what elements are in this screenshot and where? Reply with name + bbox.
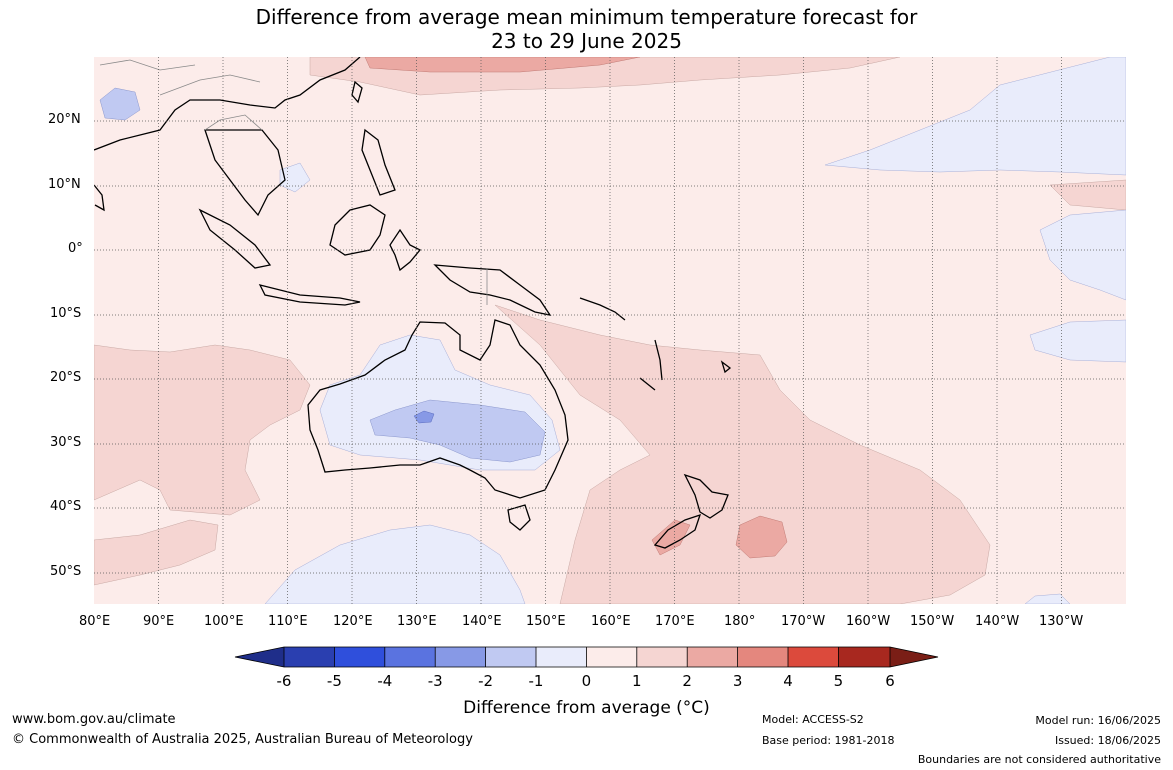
warm-region-indian <box>94 344 311 516</box>
sumatra-coastline <box>198 208 272 269</box>
cool-patch-australia <box>369 399 546 463</box>
lat-label: 30°S <box>50 435 82 450</box>
colorbar-swatches <box>235 647 938 667</box>
warm-patch-tasman <box>735 515 788 559</box>
lat-label: 50°S <box>50 564 82 579</box>
lon-label: 180° <box>724 614 756 629</box>
colorbar-tick: -5 <box>326 672 342 690</box>
colorbar-swatch-10 <box>737 647 788 667</box>
java-coastline <box>258 284 361 306</box>
coastlines <box>94 57 732 549</box>
cool-core-australia <box>413 410 435 424</box>
lat-label: 0° <box>68 241 83 256</box>
lat-label: 10°N <box>48 177 81 192</box>
colorbar-tick: 1 <box>632 672 642 690</box>
colorbar-tick: 6 <box>885 672 895 690</box>
map-title-line1: Difference from average mean minimum tem… <box>255 5 918 29</box>
colorbar-swatch-11 <box>788 647 839 667</box>
lon-label: 90°E <box>143 614 175 629</box>
colorbar-tick: 2 <box>682 672 692 690</box>
lon-label: 80°E <box>79 614 111 629</box>
sulawesi-coastline <box>389 228 422 272</box>
new-caledonia-coastline <box>639 377 656 391</box>
new-guinea-coastline <box>433 264 552 316</box>
colorbar-tick: 3 <box>732 672 743 690</box>
graticule <box>94 57 1126 604</box>
colorbar-swatch-12 <box>838 647 890 667</box>
colorbar-swatch-below-6 <box>235 647 284 667</box>
australia-coastline <box>307 319 569 499</box>
model-name: Model: ACCESS-S2 <box>762 713 864 726</box>
colorbar-tick: 5 <box>833 672 844 690</box>
map-plot-area <box>94 57 1126 604</box>
colorbar-swatch-6 <box>536 647 587 667</box>
vanuatu-coastline <box>654 339 663 381</box>
country-borders <box>99 59 488 305</box>
colorbar-tick: 4 <box>783 672 793 690</box>
colorbar-swatch-4 <box>435 647 486 667</box>
colorbar-swatch-1 <box>284 647 335 667</box>
map-title-line2: 23 to 29 June 2025 <box>491 29 682 53</box>
cool-patch-asia <box>99 87 141 121</box>
colorbar-tick: -3 <box>427 672 443 690</box>
fiji-coastline <box>720 360 732 374</box>
warm-region-sw <box>94 519 219 586</box>
colorbar-swatch-above-6 <box>890 647 938 667</box>
lat-label: 20°N <box>48 112 81 127</box>
lat-label: 10°S <box>50 306 82 321</box>
colorbar-swatch-5 <box>485 647 536 667</box>
lon-label: 100°E <box>204 614 244 629</box>
lon-label: 130°E <box>397 614 437 629</box>
philippines-coastline <box>361 128 396 196</box>
colorbar-tick: -6 <box>276 672 292 690</box>
colorbar-swatch-9 <box>687 647 738 667</box>
colorbar-tick: -1 <box>528 672 544 690</box>
lon-label: 140°W <box>975 614 1020 629</box>
lon-label: 150°W <box>910 614 955 629</box>
colorbar-swatch-7 <box>586 647 637 667</box>
colorbar-swatch-3 <box>384 647 436 667</box>
lon-label: 170°W <box>781 614 826 629</box>
warm-region-pacific <box>494 304 991 604</box>
colorbar-tick: -2 <box>478 672 494 690</box>
colorbar <box>234 646 939 668</box>
indochina-coastline <box>204 129 286 217</box>
base-period: Base period: 1981-2018 <box>762 734 895 747</box>
lon-label: 140°E <box>462 614 502 629</box>
lon-label: 170°E <box>655 614 695 629</box>
colorbar-swatch-2 <box>334 647 385 667</box>
tasmania-coastline <box>507 504 531 531</box>
colorbar-title: Difference from average (°C) <box>463 698 710 718</box>
issued-date: Issued: 18/06/2025 <box>1054 734 1161 747</box>
website-link[interactable]: www.bom.gov.au/climate <box>12 712 176 727</box>
lon-label: 120°E <box>333 614 373 629</box>
new-zealand-south-coastline <box>653 513 702 549</box>
solomon-islands-coastline <box>579 297 626 321</box>
copyright-text: © Commonwealth of Australia 2025, Austra… <box>12 732 473 747</box>
cool-region-east-pacific <box>824 57 1126 176</box>
new-zealand-north-coastline <box>683 473 729 519</box>
lon-label: 150°E <box>526 614 566 629</box>
warm-patch-north <box>364 57 641 73</box>
model-run-date: Model run: 16/06/2025 <box>1035 714 1161 727</box>
lon-label: 110°E <box>268 614 308 629</box>
lon-label: 160°E <box>591 614 631 629</box>
taiwan-coastline <box>351 80 363 104</box>
lon-label: 160°W <box>846 614 891 629</box>
lat-label: 40°S <box>50 499 82 514</box>
cool-region-south <box>264 524 526 604</box>
asia-coastline <box>94 57 361 151</box>
colorbar-tick: 0 <box>581 672 592 690</box>
lon-label: 130°W <box>1039 614 1084 629</box>
colorbar-tick: -4 <box>377 672 393 690</box>
colorbar-swatch-8 <box>636 647 688 667</box>
boundaries-disclaimer: Boundaries are not considered authoritat… <box>917 753 1161 766</box>
lat-label: 20°S <box>50 370 82 385</box>
